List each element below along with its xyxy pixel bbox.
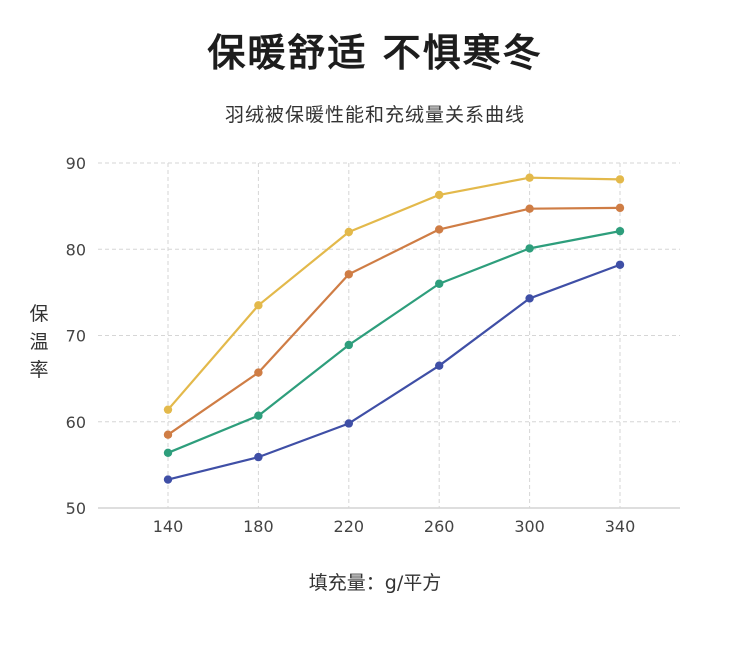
y-tick-label: 70 — [66, 327, 86, 346]
x-tick-label: 220 — [334, 517, 365, 536]
data-point — [163, 430, 173, 439]
data-point — [525, 294, 534, 303]
data-point — [163, 448, 173, 457]
data-point — [525, 173, 534, 182]
chart-subtitle: 羽绒被保暖性能和充绒量关系曲线 — [224, 104, 525, 126]
data-point — [163, 475, 173, 484]
data-point — [344, 270, 353, 279]
data-point — [615, 260, 625, 269]
series-line-1 — [167, 176, 621, 411]
y-tick-label: 90 — [66, 154, 86, 173]
data-point — [435, 361, 444, 370]
data-point — [435, 225, 444, 234]
x-tick-label: 260 — [424, 517, 455, 536]
series-line-3 — [167, 230, 621, 454]
x-tick-label: 340 — [605, 517, 636, 536]
data-point — [254, 301, 263, 310]
x-axis-label: 填充量：g/平方 — [308, 572, 442, 594]
series-line-4 — [167, 263, 621, 481]
data-point — [615, 203, 625, 213]
data-point — [254, 368, 263, 377]
data-point — [435, 190, 444, 200]
x-tick-label: 300 — [514, 517, 545, 536]
data-point — [254, 452, 263, 462]
x-tick-label: 140 — [153, 517, 184, 536]
data-point — [525, 244, 534, 253]
data-point — [344, 227, 353, 237]
x-tick-label: 180 — [243, 517, 274, 536]
chart-title: 保暖舒适 不惧寒冬 — [207, 30, 543, 75]
y-tick-label: 50 — [66, 499, 86, 518]
y-tick-label: 60 — [66, 413, 86, 432]
data-point — [344, 419, 353, 428]
data-point — [615, 226, 625, 236]
data-point — [344, 340, 353, 350]
data-point — [525, 204, 534, 213]
series-line-2 — [167, 206, 621, 436]
y-axis-label: 保温率 — [29, 303, 49, 381]
data-point — [254, 411, 263, 420]
data-point — [163, 405, 173, 414]
y-tick-label: 80 — [66, 240, 86, 259]
data-point — [615, 175, 625, 184]
data-point — [435, 279, 444, 288]
